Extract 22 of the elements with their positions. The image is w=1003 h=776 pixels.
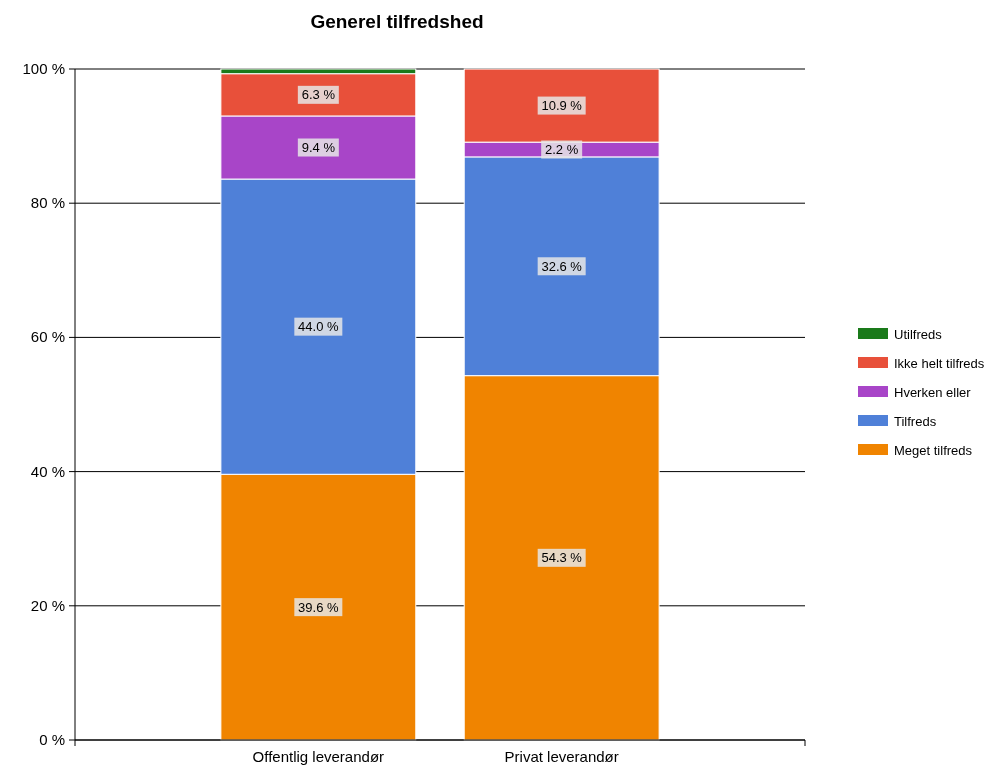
y-tick-label: 20 %: [30, 596, 65, 614]
y-tick-label: 60 %: [30, 328, 65, 346]
data-label: 6.3 %: [301, 87, 336, 103]
data-label: 39.6 %: [298, 599, 339, 615]
data-label: 44.0 %: [298, 319, 339, 335]
y-tick-label: 100 %: [22, 60, 65, 77]
legend-label: Utilfreds: [894, 327, 943, 342]
legend-label: Meget tilfreds: [894, 443, 973, 458]
data-label: 54.3 %: [541, 550, 583, 566]
chart-title: Generel tilfredshed: [310, 11, 484, 32]
legend-label: Tilfreds: [894, 414, 937, 429]
data-label: 2.2 %: [545, 142, 579, 158]
x-tick-label: Privat leverandør: [504, 748, 619, 765]
data-label: 10.9 %: [541, 98, 583, 114]
data-label: 32.6 %: [541, 258, 583, 274]
y-tick-label: 0 %: [39, 731, 65, 748]
y-tick-label: 40 %: [30, 462, 65, 480]
legend-label: Ikke helt tilfreds: [894, 356, 985, 371]
y-tick-label: 80 %: [30, 194, 65, 212]
data-label: 9.4 %: [301, 140, 336, 156]
legend-label: Hverken eller: [894, 385, 972, 400]
x-tick-label: Offentlig leverandør: [252, 748, 385, 765]
